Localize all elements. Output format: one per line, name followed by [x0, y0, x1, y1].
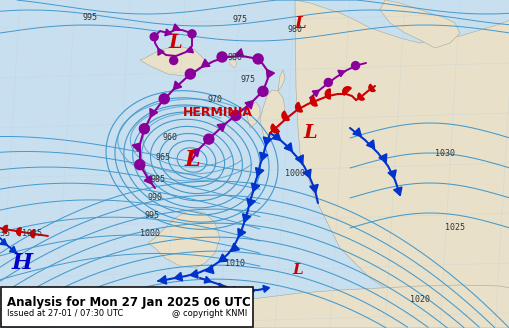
- Polygon shape: [230, 60, 237, 68]
- Text: 1000: 1000: [140, 229, 160, 237]
- Text: 1025: 1025: [444, 223, 464, 233]
- Polygon shape: [277, 70, 285, 91]
- Circle shape: [169, 56, 177, 65]
- Wedge shape: [3, 225, 8, 234]
- Wedge shape: [281, 111, 289, 120]
- Wedge shape: [31, 230, 35, 238]
- Circle shape: [188, 30, 195, 38]
- Text: 975: 975: [240, 75, 255, 85]
- Text: 1020: 1020: [224, 296, 244, 304]
- Text: 1020: 1020: [409, 296, 429, 304]
- Circle shape: [159, 94, 169, 104]
- Text: Issued at 27-01 / 07:30 UTC: Issued at 27-01 / 07:30 UTC: [7, 309, 123, 318]
- Circle shape: [252, 54, 263, 64]
- Text: 980: 980: [227, 53, 242, 63]
- Circle shape: [150, 33, 158, 41]
- Text: 975: 975: [232, 15, 247, 25]
- Text: 970: 970: [207, 95, 222, 105]
- Wedge shape: [325, 89, 330, 99]
- Circle shape: [231, 111, 240, 120]
- Text: 985: 985: [150, 175, 165, 184]
- Polygon shape: [246, 102, 260, 128]
- Text: H: H: [12, 252, 33, 274]
- Text: L: L: [168, 34, 182, 52]
- Text: L: L: [294, 14, 305, 31]
- FancyBboxPatch shape: [1, 287, 252, 327]
- Wedge shape: [295, 102, 302, 112]
- Polygon shape: [148, 210, 219, 268]
- Text: @ copyright KNMI: @ copyright KNMI: [172, 309, 246, 318]
- Polygon shape: [294, 0, 509, 328]
- Circle shape: [185, 69, 195, 79]
- Text: 965: 965: [155, 154, 170, 162]
- Circle shape: [351, 62, 359, 70]
- Text: 995: 995: [82, 13, 97, 23]
- Text: 1010: 1010: [224, 258, 244, 268]
- Wedge shape: [342, 87, 351, 95]
- Text: 980: 980: [287, 26, 302, 34]
- Wedge shape: [357, 93, 364, 100]
- Text: 1015: 1015: [22, 229, 42, 237]
- Polygon shape: [379, 0, 459, 48]
- Text: L: L: [302, 124, 316, 142]
- Wedge shape: [310, 96, 317, 106]
- Text: 960: 960: [162, 133, 177, 142]
- Text: L: L: [184, 149, 200, 171]
- Polygon shape: [260, 90, 285, 143]
- Circle shape: [324, 78, 332, 87]
- Circle shape: [204, 134, 213, 144]
- Text: 1035: 1035: [0, 229, 10, 237]
- Circle shape: [134, 160, 145, 170]
- Text: Analysis for Mon 27 Jan 2025 06 UTC: Analysis for Mon 27 Jan 2025 06 UTC: [7, 296, 250, 309]
- Text: 995: 995: [144, 212, 159, 220]
- Text: 990: 990: [147, 194, 162, 202]
- Text: HERMINIA: HERMINIA: [183, 107, 252, 119]
- Wedge shape: [17, 228, 21, 236]
- Text: 1030: 1030: [434, 149, 454, 157]
- Circle shape: [258, 86, 267, 96]
- Wedge shape: [270, 124, 279, 133]
- Wedge shape: [368, 84, 375, 92]
- Circle shape: [217, 52, 227, 62]
- Polygon shape: [140, 46, 205, 76]
- Circle shape: [139, 124, 149, 134]
- Polygon shape: [110, 285, 509, 328]
- Text: 1000: 1000: [285, 169, 304, 177]
- Text: L: L: [292, 263, 303, 277]
